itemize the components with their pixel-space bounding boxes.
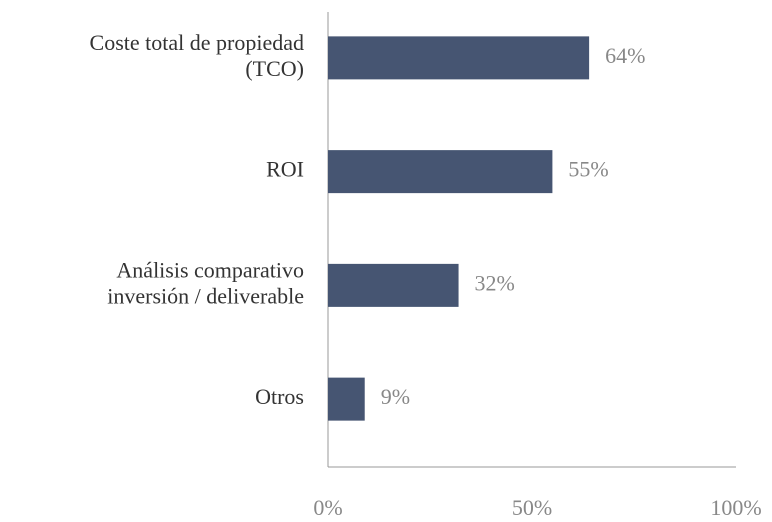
x-tick-label: 0% xyxy=(313,495,342,520)
bar xyxy=(328,36,590,80)
bar xyxy=(328,263,459,307)
category-label: Otros xyxy=(255,384,304,409)
category-label: ROI xyxy=(266,157,304,182)
category-label: Análisis comparativo inversión / delivera… xyxy=(107,257,304,308)
value-label: 32% xyxy=(475,270,515,295)
category-label: Coste total de propiedad (TCO) xyxy=(90,30,304,81)
bar xyxy=(328,377,365,421)
value-label: 55% xyxy=(568,157,608,182)
bar xyxy=(328,150,553,194)
x-tick-label: 50% xyxy=(512,495,552,520)
x-tick-label: 100% xyxy=(710,495,761,520)
value-label: 9% xyxy=(381,384,410,409)
value-label: 64% xyxy=(605,43,645,68)
